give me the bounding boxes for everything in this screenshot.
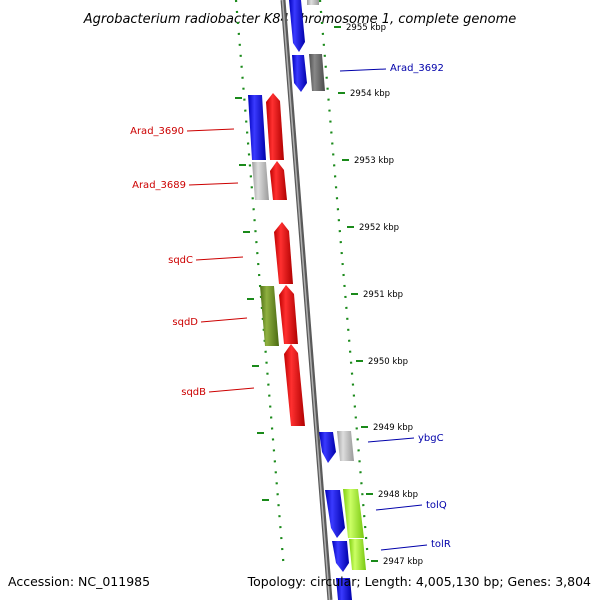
gene-label[interactable]: tolQ [426,500,447,511]
scale-tick-label: 2947 kbp [383,557,423,567]
gene-arrow[interactable] [309,54,325,91]
gene-arrow[interactable] [349,539,366,570]
guide-dots [318,0,370,561]
gene-arrow[interactable] [266,93,284,160]
gene-label[interactable]: tolR [431,539,451,550]
guide-dots [234,0,286,571]
gene-label[interactable]: sqdC [168,255,193,266]
scale-ticks: 2955 kbp 2954 kbp 2953 kbp 2952 kbp 2951 kbp… [235,23,423,567]
leader-line [375,504,423,511]
leader-line [339,68,387,72]
gene-arrow[interactable] [279,285,298,344]
leader-line [195,256,244,261]
gene-arrow[interactable] [289,0,305,52]
scale-tick-label: 2954 kbp [350,89,390,99]
scale-tick-label: 2951 kbp [363,290,403,300]
scale-tick-label: 2952 kbp [359,223,399,233]
gene-arrow[interactable] [336,578,352,600]
gene-label[interactable]: Arad_3690 [130,126,184,137]
leader-line [186,128,235,132]
gene-label[interactable]: Arad_3692 [390,63,444,74]
gene-labels: Arad_3692 Arad_3690 Arad_3689 sqdC sqdD sqdB y… [130,63,451,551]
gene-arrow[interactable] [319,432,336,463]
gene-arrow[interactable] [332,541,349,572]
scale-tick-label: 2948 kbp [378,490,418,500]
leader-line [188,182,239,186]
gene-arrow[interactable] [284,344,305,426]
dotted-guide-tracks [234,0,370,571]
gene-label[interactable]: ybgC [418,433,444,444]
scale-tick-label: 2950 kbp [368,357,408,367]
gene-arrow[interactable] [252,162,269,200]
scale-tick-label: 2953 kbp [354,156,394,166]
gene-arrow[interactable] [270,161,287,200]
gene-features [248,0,366,600]
gene-label[interactable]: sqdB [181,387,206,398]
leader-line [208,387,255,393]
gene-arrow[interactable] [337,431,354,461]
leader-line [200,317,248,323]
leader-line [367,437,415,443]
gene-arrow[interactable] [292,55,307,92]
backbone-line [280,0,333,600]
gene-arrow[interactable] [325,490,345,538]
gene-arrow[interactable] [248,95,266,160]
leader-line [380,544,428,551]
scale-tick-label: 2949 kbp [373,423,413,433]
gene-label[interactable]: sqdD [172,317,198,328]
accession-text: Accession: NC_011985 [8,574,150,589]
scale-tick-label: 2955 kbp [346,23,386,33]
gene-label[interactable]: Arad_3689 [132,180,186,191]
topology-text: Topology: circular; Length: 4,005,130 bp… [247,574,591,589]
gene-arrow[interactable] [307,0,319,5]
gene-arrow[interactable] [260,286,279,346]
gene-arrow[interactable] [274,222,293,284]
gene-arrow[interactable] [343,489,364,538]
